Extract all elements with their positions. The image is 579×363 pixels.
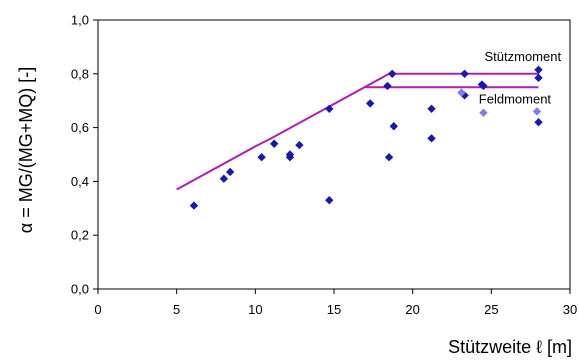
plot-frame bbox=[97, 19, 571, 290]
data-point bbox=[427, 134, 436, 143]
data-point bbox=[270, 139, 279, 148]
data-point bbox=[532, 107, 542, 116]
data-point bbox=[479, 108, 488, 118]
y-tick-label: 0,8 bbox=[71, 66, 89, 81]
plot-area bbox=[97, 19, 571, 290]
y-tick-label: 1,0 bbox=[71, 13, 89, 28]
annotations: Stützmoment Feldmoment bbox=[479, 49, 562, 107]
x-tick-label: 10 bbox=[248, 302, 262, 317]
data-point bbox=[389, 122, 398, 131]
annotation-label: Feldmoment bbox=[479, 91, 552, 106]
data-point bbox=[383, 81, 392, 91]
y-axis-label: α = MG/(MG+MQ) [-] bbox=[16, 67, 36, 233]
x-tick-label: 0 bbox=[94, 302, 101, 317]
data-point bbox=[534, 118, 543, 127]
data-point bbox=[225, 167, 235, 177]
data-point bbox=[285, 152, 295, 162]
data-point bbox=[460, 69, 469, 78]
data-point bbox=[325, 104, 334, 113]
data-point bbox=[325, 196, 334, 205]
series-layer bbox=[176, 65, 543, 210]
x-tick-label: 5 bbox=[173, 302, 180, 317]
series-line bbox=[176, 72, 539, 191]
data-point bbox=[219, 174, 229, 183]
data-point bbox=[479, 81, 488, 91]
data-point bbox=[534, 65, 543, 74]
data-point bbox=[365, 99, 375, 108]
data-point bbox=[384, 152, 394, 162]
y-tick-label: 0,4 bbox=[71, 174, 89, 189]
x-tick-label: 30 bbox=[563, 302, 577, 317]
x-tick-label: 25 bbox=[484, 302, 498, 317]
y-tick-label: 0,6 bbox=[71, 120, 89, 135]
data-point bbox=[427, 104, 436, 113]
data-point bbox=[388, 69, 397, 78]
x-axis-label: Stützweite ℓ [m] bbox=[448, 337, 572, 357]
data-point bbox=[189, 201, 199, 210]
x-tick-label: 15 bbox=[327, 302, 341, 317]
axes: 0 5 10 15 20 25 30 0,0 0,2 0,4 0,6 0,8 1,0 bbox=[71, 13, 577, 318]
x-tick-label: 20 bbox=[405, 302, 419, 317]
annotation-label: Stützmoment bbox=[485, 49, 562, 64]
data-point bbox=[457, 88, 466, 97]
data-point bbox=[257, 152, 266, 162]
data-point bbox=[534, 73, 543, 83]
data-point bbox=[295, 140, 304, 150]
y-tick-label: 0,0 bbox=[71, 282, 89, 297]
y-tick-label: 0,2 bbox=[71, 228, 89, 243]
